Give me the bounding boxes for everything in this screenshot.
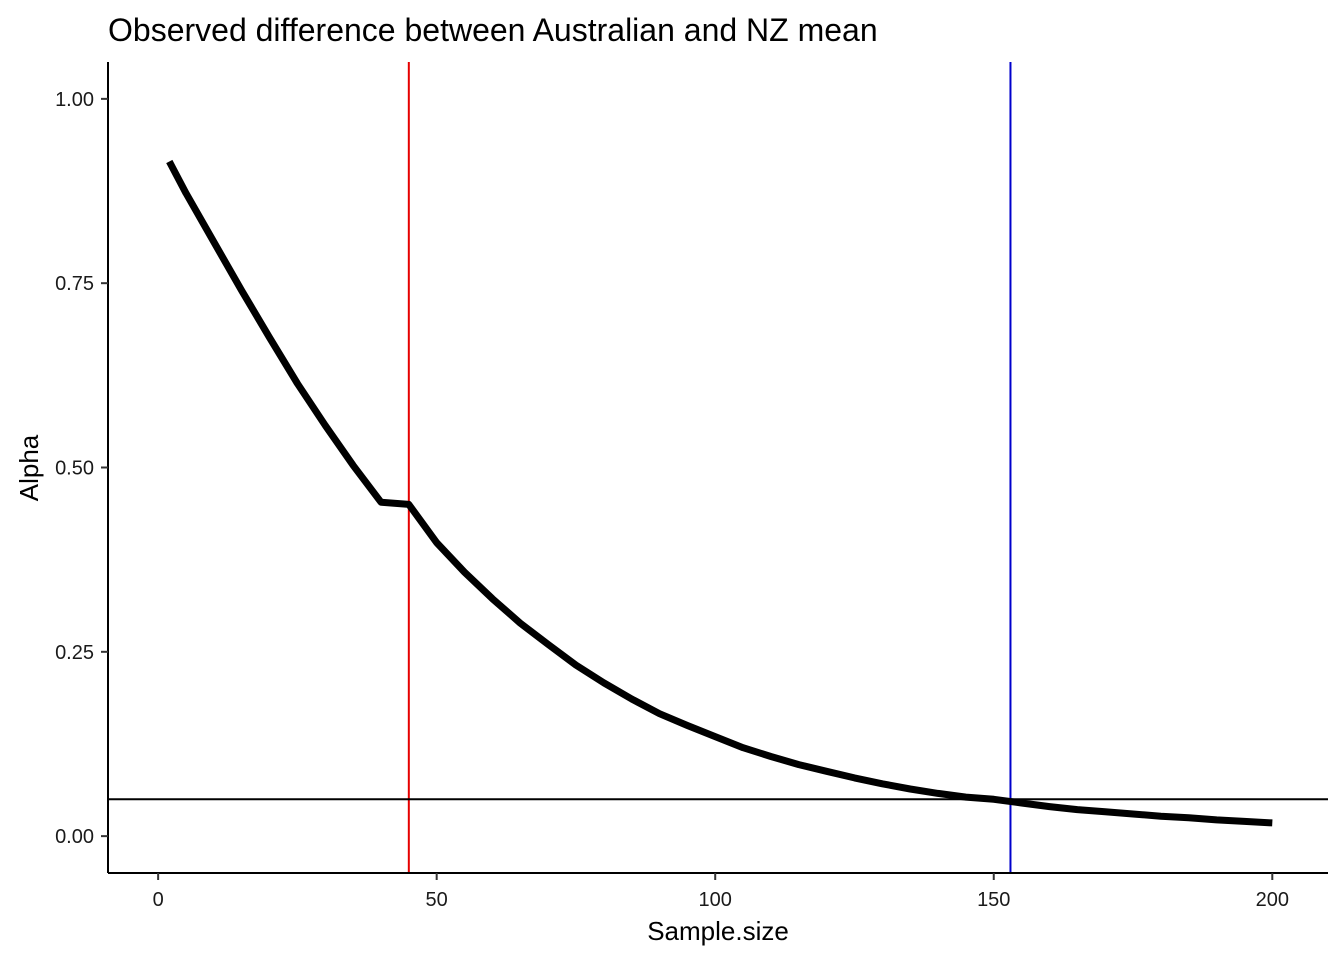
x-tick-label: 0 [153, 889, 164, 911]
x-tick-label: 100 [699, 889, 732, 911]
y-tick-label: 0.25 [55, 642, 94, 664]
y-axis-ticks: 0.00 0.25 0.50 0.75 1.00 [55, 89, 108, 848]
y-tick-label: 0.50 [55, 458, 94, 480]
alpha-curve-line [166, 159, 1273, 827]
y-tick-label: 1.00 [55, 89, 94, 111]
chart-title: Observed difference between Australian a… [108, 12, 878, 48]
reference-lines [108, 62, 1328, 873]
y-tick-label: 0.00 [55, 826, 94, 848]
x-tick-label: 50 [426, 889, 448, 911]
x-axis-title: Sample.size [647, 916, 789, 946]
series-layer [166, 159, 1273, 827]
y-tick-label: 0.75 [55, 273, 94, 295]
y-axis-title: Alpha [14, 434, 44, 501]
x-tick-label: 200 [1256, 889, 1289, 911]
x-axis-ticks: 0 50 100 150 200 [153, 873, 1289, 911]
plot-area [108, 62, 1328, 873]
x-tick-label: 150 [977, 889, 1010, 911]
